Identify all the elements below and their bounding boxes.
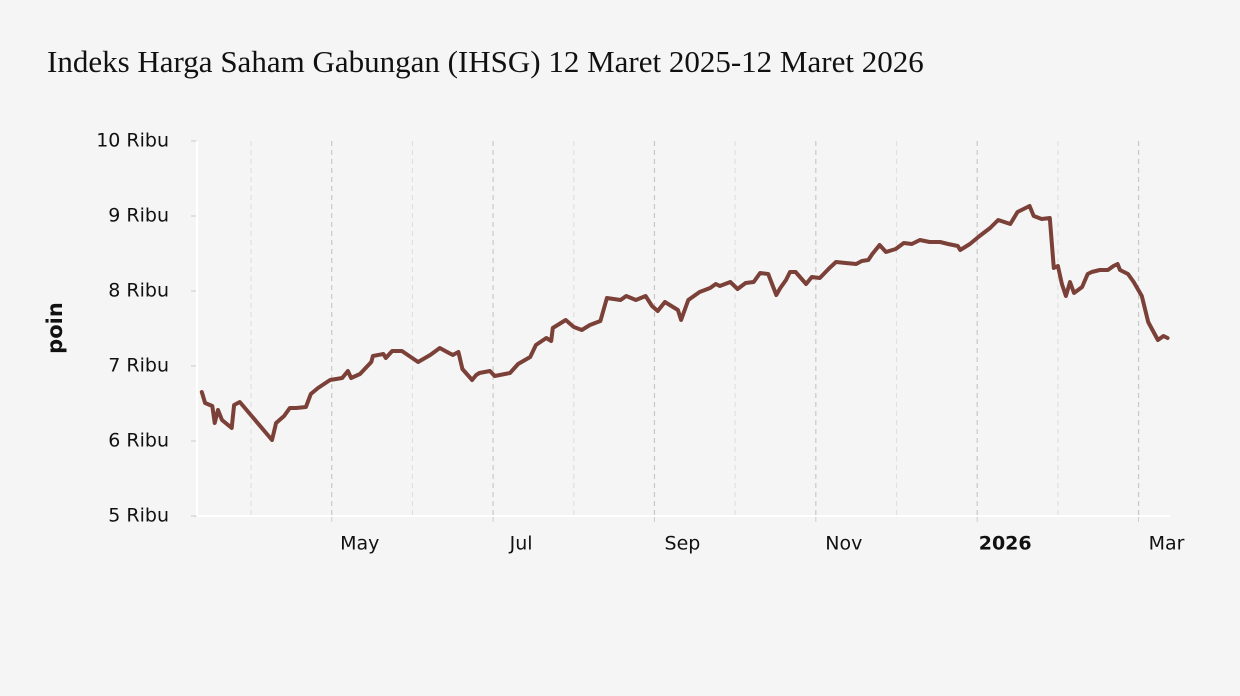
- price-line: [199, 204, 1170, 442]
- x-tick-label: Nov: [825, 533, 862, 555]
- y-tick-label: 7 Ribu: [108, 355, 169, 377]
- y-tick-label: 5 Ribu: [108, 505, 169, 527]
- x-tick-label: 2026: [979, 533, 1032, 555]
- y-tick-label: 10 Ribu: [96, 130, 169, 152]
- chart-title: Indeks Harga Saham Gabungan (IHSG) 12 Ma…: [47, 44, 924, 79]
- y-tick-label: 9 Ribu: [108, 205, 169, 227]
- y-tick-label: 8 Ribu: [108, 280, 169, 302]
- x-tick-label: Jul: [509, 533, 533, 555]
- x-tick-label: May: [340, 533, 379, 555]
- x-tick-label: Mar: [1149, 533, 1185, 555]
- x-tick-label: Sep: [665, 533, 701, 555]
- y-axis-title: poin: [43, 302, 67, 354]
- y-tick-label: 6 Ribu: [108, 430, 169, 452]
